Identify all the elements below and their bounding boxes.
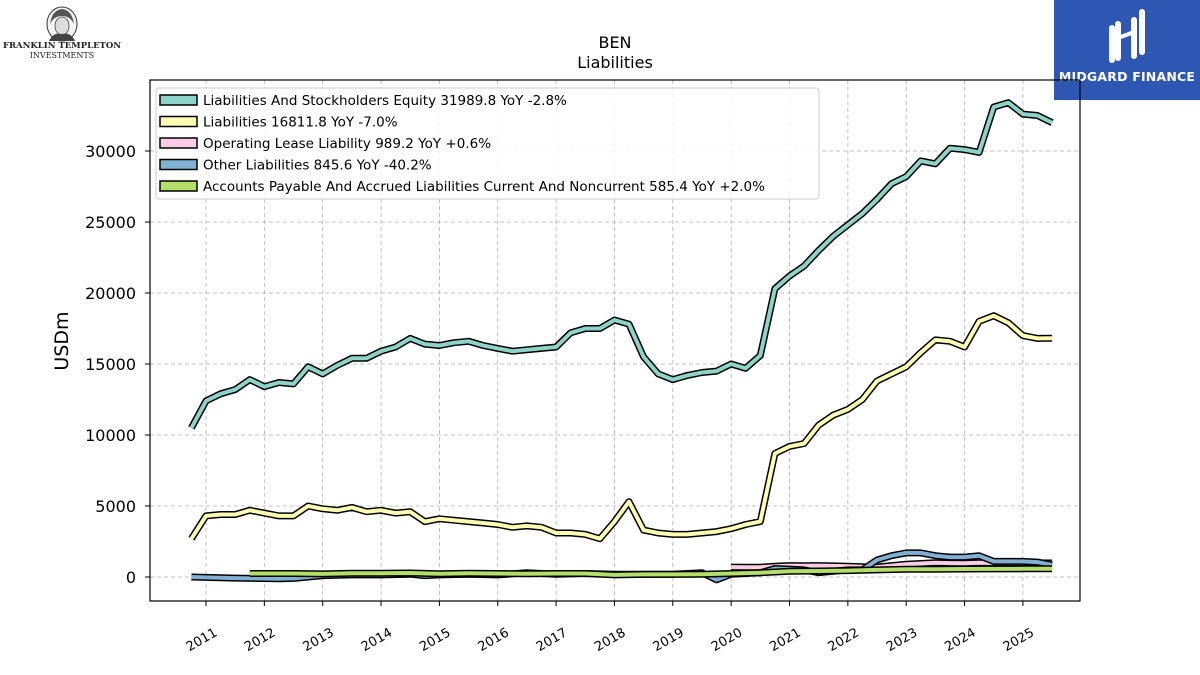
legend-item: Liabilities 16811.8 YoY -7.0% (159, 115, 398, 131)
series-1 (188, 312, 1053, 543)
legend-swatch (159, 180, 198, 192)
logo-line-2: INVESTMENTS (29, 51, 95, 60)
y-tick-label: 30000 (85, 142, 136, 161)
legend-label: Liabilities And Stockholders Equity 3198… (203, 93, 567, 109)
x-tick-label: 2017 (534, 625, 570, 655)
legend-item: Other Liabilities 845.6 YoY -40.2% (159, 158, 432, 174)
x-tick-label: 2011 (184, 625, 220, 655)
series-lines (188, 99, 1054, 584)
logo-line-1: FRANKLIN TEMPLETON (2, 41, 122, 51)
legend-label: Operating Lease Liability 989.2 YoY +0.6… (203, 136, 491, 152)
x-tick-label: 2013 (301, 625, 337, 655)
legend-label: Accounts Payable And Accrued Liabilities… (203, 179, 765, 195)
plot-area-frame (149, 79, 1081, 602)
legend-swatch (159, 158, 198, 171)
y-tick-label: 5000 (95, 497, 136, 516)
y-tick-label: 10000 (85, 426, 136, 445)
midgard-mark-icon (1109, 9, 1145, 63)
midgard-finance-logo: MIDGARD FINANCE (1054, 0, 1200, 100)
x-tick-label: 2015 (417, 625, 453, 655)
x-tick-label: 2025 (1001, 625, 1037, 655)
x-tick-label: 2024 (942, 625, 978, 655)
legend-swatch (159, 115, 198, 128)
x-tick-label: 2012 (242, 625, 278, 655)
legend: Liabilities And Stockholders Equity 3198… (155, 87, 820, 200)
x-tick-label: 2022 (826, 625, 862, 655)
y-tick-label: 15000 (85, 355, 136, 374)
legend-item: Accounts Payable And Accrued Liabilities… (159, 179, 765, 195)
y-tick-label: 25000 (85, 213, 136, 232)
chart-title: BEN (598, 33, 631, 52)
series-0 (188, 99, 1054, 430)
portrait-icon (46, 6, 78, 42)
legend-swatch (159, 137, 198, 149)
franklin-templeton-logo: FRANKLIN TEMPLETON INVESTMENTS (0, 4, 124, 64)
legend-item: Liabilities And Stockholders Equity 3198… (159, 93, 567, 109)
legend-box (155, 87, 820, 200)
legend-item: Operating Lease Liability 989.2 YoY +0.6… (159, 136, 491, 152)
x-tick-label: 2016 (476, 625, 512, 655)
x-tick-label: 2020 (709, 625, 745, 655)
x-tick-label: 2023 (884, 625, 920, 655)
series-4 (249, 565, 1053, 579)
x-tick-label: 2021 (767, 625, 803, 655)
x-tick-label: 2014 (359, 625, 395, 655)
y-tick-label: 0 (126, 568, 136, 587)
y-tick-label: 20000 (85, 284, 136, 303)
series-line (249, 566, 1053, 577)
legend-label: Liabilities 16811.8 YoY -7.0% (203, 115, 398, 131)
legend-swatch (159, 94, 198, 106)
x-tick-label: 2018 (592, 625, 628, 655)
midgard-logo-text: MIDGARD FINANCE (1058, 69, 1196, 84)
y-axis-label: USDm (51, 311, 73, 370)
legend-label: Other Liabilities 845.6 YoY -40.2% (203, 158, 432, 174)
series-line (189, 100, 1053, 429)
series-line (189, 313, 1053, 541)
x-tick-label: 2019 (651, 625, 687, 655)
chart-subtitle: Liabilities (577, 53, 653, 72)
